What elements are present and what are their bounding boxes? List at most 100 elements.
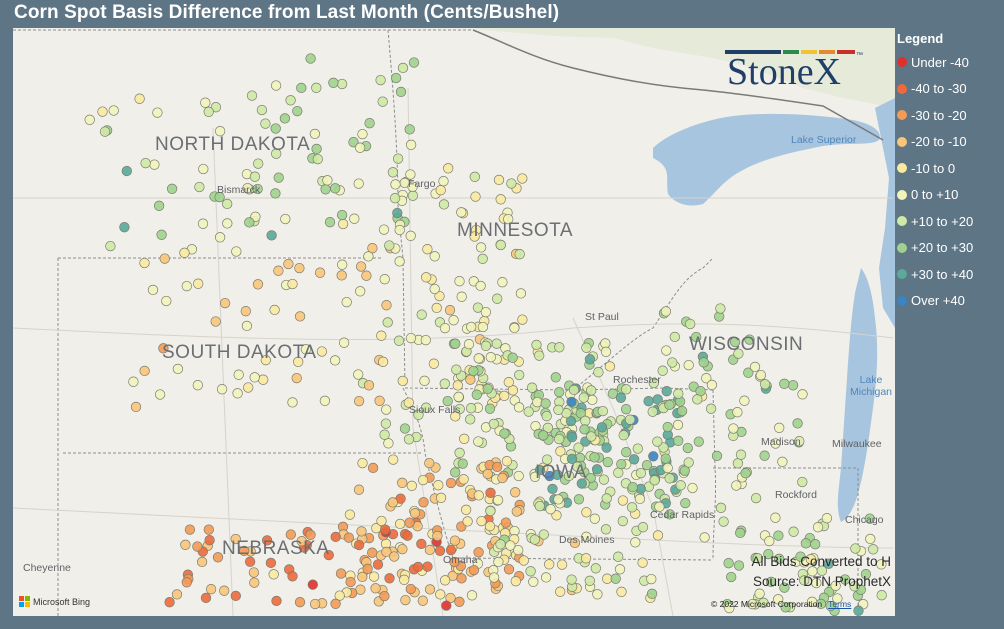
- bid-point[interactable]: [506, 178, 517, 189]
- bid-point[interactable]: [743, 367, 754, 378]
- bid-point[interactable]: [273, 265, 284, 276]
- bid-point[interactable]: [596, 422, 608, 433]
- bid-point[interactable]: [210, 316, 221, 327]
- bid-point[interactable]: [573, 494, 585, 505]
- bid-point[interactable]: [450, 338, 461, 349]
- bid-point[interactable]: [553, 404, 564, 415]
- bid-point[interactable]: [389, 551, 400, 562]
- bid-point[interactable]: [749, 361, 761, 373]
- bid-point[interactable]: [424, 457, 435, 469]
- bid-point[interactable]: [662, 421, 673, 433]
- bid-point[interactable]: [637, 522, 649, 533]
- bid-point[interactable]: [754, 588, 765, 599]
- bid-point[interactable]: [600, 346, 612, 357]
- bid-point[interactable]: [357, 128, 368, 140]
- bid-point[interactable]: [265, 557, 277, 569]
- bid-point[interactable]: [429, 251, 440, 262]
- bid-point[interactable]: [311, 82, 322, 93]
- bid-point[interactable]: [581, 507, 592, 518]
- bid-point[interactable]: [477, 321, 489, 333]
- bid-point[interactable]: [336, 270, 347, 281]
- bid-point[interactable]: [450, 467, 461, 478]
- bid-point[interactable]: [381, 300, 392, 311]
- bid-point[interactable]: [441, 600, 452, 611]
- bid-point[interactable]: [876, 559, 887, 570]
- bid-point[interactable]: [823, 558, 834, 569]
- bid-point[interactable]: [140, 157, 151, 169]
- bid-point[interactable]: [222, 218, 233, 229]
- legend-item[interactable]: -20 to -10: [897, 129, 1003, 156]
- bid-point[interactable]: [513, 544, 524, 556]
- bid-point[interactable]: [343, 532, 354, 543]
- bid-point[interactable]: [495, 194, 506, 205]
- bid-point[interactable]: [361, 270, 372, 281]
- bid-point[interactable]: [484, 403, 496, 414]
- bid-point[interactable]: [252, 183, 263, 195]
- bid-point[interactable]: [184, 524, 196, 535]
- bid-point[interactable]: [773, 530, 784, 541]
- bid-point[interactable]: [554, 386, 565, 398]
- bid-point[interactable]: [330, 183, 341, 194]
- bid-point[interactable]: [389, 193, 401, 204]
- bid-point[interactable]: [193, 278, 204, 289]
- bid-point[interactable]: [171, 589, 183, 600]
- bid-point[interactable]: [216, 384, 228, 395]
- bid-point[interactable]: [279, 113, 291, 124]
- bid-point[interactable]: [510, 576, 521, 587]
- bid-point[interactable]: [779, 378, 790, 389]
- bid-point[interactable]: [617, 515, 628, 527]
- bid-point[interactable]: [759, 379, 771, 390]
- bid-point[interactable]: [319, 395, 331, 406]
- bid-point[interactable]: [246, 90, 258, 101]
- bid-point[interactable]: [466, 321, 477, 333]
- bid-point[interactable]: [475, 242, 487, 253]
- bid-point[interactable]: [849, 581, 860, 592]
- bid-point[interactable]: [770, 512, 781, 523]
- bid-point[interactable]: [172, 363, 184, 375]
- bid-point[interactable]: [715, 502, 727, 513]
- bid-point[interactable]: [158, 343, 169, 354]
- bid-point[interactable]: [616, 458, 627, 470]
- legend-item[interactable]: +30 to +40: [897, 261, 1003, 288]
- bid-point[interactable]: [456, 291, 467, 302]
- bid-point[interactable]: [442, 395, 453, 407]
- bid-point[interactable]: [454, 596, 465, 607]
- bid-point[interactable]: [453, 391, 464, 402]
- bid-point[interactable]: [787, 380, 799, 391]
- bid-point[interactable]: [270, 80, 282, 91]
- bid-point[interactable]: [309, 128, 321, 140]
- bid-point[interactable]: [811, 577, 822, 589]
- bid-point[interactable]: [652, 394, 663, 405]
- bid-point[interactable]: [780, 602, 791, 613]
- bid-point[interactable]: [353, 178, 364, 189]
- bid-point[interactable]: [805, 554, 816, 565]
- bid-point[interactable]: [774, 422, 785, 433]
- bid-point[interactable]: [230, 533, 241, 545]
- bid-point[interactable]: [283, 258, 294, 270]
- bid-point[interactable]: [422, 561, 433, 572]
- bid-point[interactable]: [465, 403, 477, 414]
- bid-point[interactable]: [473, 547, 484, 558]
- bid-point[interactable]: [192, 541, 203, 552]
- bid-point[interactable]: [159, 253, 170, 264]
- bid-point[interactable]: [287, 571, 298, 582]
- bid-point[interactable]: [613, 467, 624, 478]
- bid-point[interactable]: [744, 334, 755, 345]
- bid-point[interactable]: [412, 561, 424, 573]
- bid-point[interactable]: [568, 384, 580, 396]
- bid-point[interactable]: [660, 453, 671, 464]
- legend-item[interactable]: Over +40: [897, 288, 1003, 315]
- bid-point[interactable]: [387, 167, 399, 178]
- bid-point[interactable]: [566, 396, 577, 408]
- bid-point[interactable]: [406, 480, 417, 491]
- bid-point[interactable]: [691, 331, 702, 343]
- bid-point[interactable]: [513, 470, 524, 482]
- bid-point[interactable]: [336, 78, 348, 90]
- bid-point[interactable]: [732, 458, 744, 469]
- bid-point[interactable]: [388, 454, 399, 465]
- bid-point[interactable]: [222, 198, 233, 210]
- bid-point[interactable]: [485, 505, 496, 517]
- bid-point[interactable]: [569, 537, 581, 549]
- bid-point[interactable]: [830, 580, 841, 591]
- bid-point[interactable]: [422, 244, 433, 255]
